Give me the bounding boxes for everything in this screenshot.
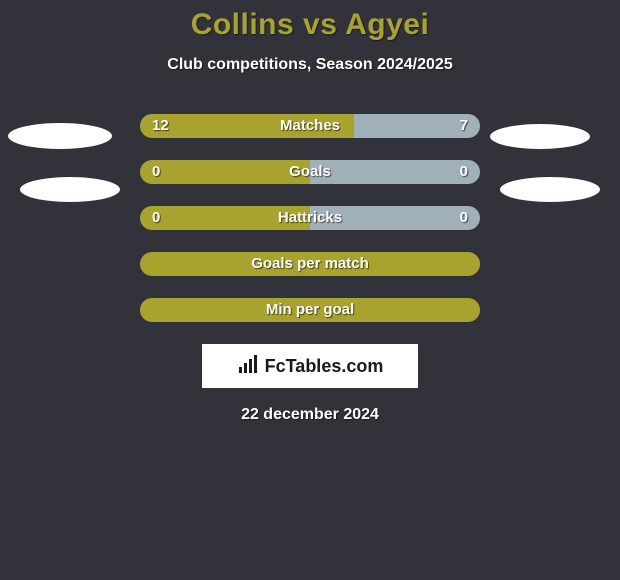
widget-container: Collins vs Agyei Club competitions, Seas…	[0, 0, 620, 424]
subtitle: Club competitions, Season 2024/2025	[0, 56, 620, 74]
stat-row: Hattricks00	[140, 206, 480, 230]
bar-right-fill	[310, 206, 480, 230]
player-badge-0	[8, 123, 112, 149]
stat-value-right: 0	[460, 206, 468, 230]
stat-value-left: 12	[152, 114, 169, 138]
player-badge-3	[500, 177, 600, 202]
chart-icon	[237, 353, 259, 380]
stat-bar	[140, 114, 480, 138]
logo-text: FcTables.com	[265, 356, 384, 377]
stat-value-left: 0	[152, 206, 160, 230]
stat-bar	[140, 298, 480, 322]
stat-value-left: 0	[152, 160, 160, 184]
stat-bar	[140, 160, 480, 184]
stat-value-right: 7	[460, 114, 468, 138]
page-title: Collins vs Agyei	[0, 8, 620, 42]
stat-row: Goals00	[140, 160, 480, 184]
stat-row: Goals per match	[140, 252, 480, 276]
player-badge-2	[490, 124, 590, 149]
stat-row: Min per goal	[140, 298, 480, 322]
player-badge-1	[20, 177, 120, 202]
bar-left-fill	[140, 114, 354, 138]
bar-left-fill	[140, 160, 310, 184]
stat-row: Matches127	[140, 114, 480, 138]
bar-left-fill	[140, 206, 310, 230]
stat-value-right: 0	[460, 160, 468, 184]
bar-right-fill	[310, 160, 480, 184]
date-text: 22 december 2024	[0, 406, 620, 424]
logo-box[interactable]: FcTables.com	[202, 344, 418, 388]
stat-bar	[140, 206, 480, 230]
stat-bar	[140, 252, 480, 276]
